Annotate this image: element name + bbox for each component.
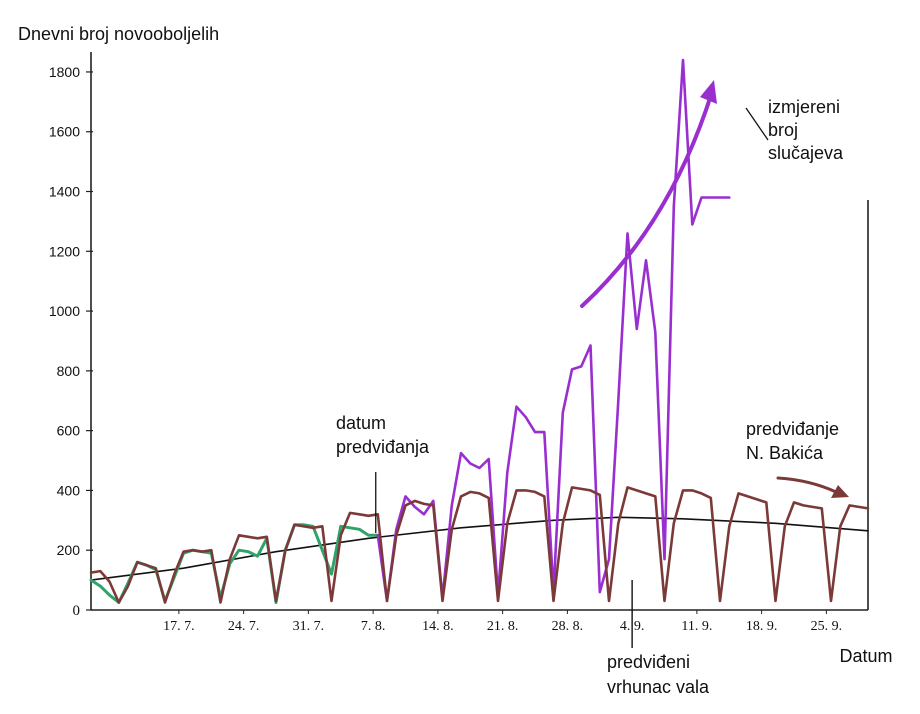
forecast-author-arrow-shaft: [776, 476, 838, 494]
series-trend-line: [90, 516, 869, 581]
y-tick-label-1800: 1800: [49, 64, 80, 80]
measured-cases-label-line-2: broj: [768, 120, 798, 140]
y-tick-label-800: 800: [57, 363, 81, 379]
x-tick-label-7: 28. 8.: [552, 619, 584, 634]
y-tick-label-1400: 1400: [49, 184, 80, 200]
x-tick-label-11: 25. 9.: [811, 619, 843, 634]
y-axis-title: Dnevni broj novooboljelih: [18, 24, 219, 44]
series-forecast-line: [89, 486, 870, 604]
x-tick-label-1: 17. 7.: [163, 619, 195, 634]
predicted-peak-label-line-2: vrhunac vala: [607, 677, 710, 697]
forecast-author-label-line-1: predviđanje: [746, 419, 839, 439]
y-tick-label-400: 400: [57, 482, 81, 498]
y-tick-label-200: 200: [57, 542, 81, 558]
x-tick-label-6: 21. 8.: [487, 619, 519, 634]
x-tick-label-4: 7. 8.: [361, 619, 386, 634]
x-tick-label-5: 14. 8.: [422, 619, 454, 634]
growth-arrow-shaft: [580, 90, 714, 308]
x-tick-label-10: 18. 9.: [746, 619, 778, 634]
measured-cases-label-line-1: izmjereni: [768, 97, 840, 117]
labels: Dnevni broj novooboljelih Datum: [18, 24, 893, 666]
y-tick-label-1000: 1000: [49, 303, 80, 319]
growth-arrow-head: [700, 80, 717, 104]
x-tick-label-2: 24. 7.: [228, 619, 260, 634]
y-tick-label-0: 0: [73, 603, 81, 619]
y-tick-label-1600: 1600: [49, 124, 80, 140]
y-tick-label-600: 600: [57, 423, 81, 439]
forecast-author-label-line-2: N. Bakića: [746, 443, 824, 463]
forecast-date-label-line-1: datum: [336, 413, 386, 433]
forecast-author-arrow-head: [831, 485, 849, 498]
axes: 0 200 400 600 800 1000 1200 1400 1600 1800 17. 7. 2…: [49, 52, 869, 634]
x-tick-label-9: 11. 9.: [681, 619, 712, 634]
x-tick-label-3: 31. 7.: [293, 619, 325, 634]
forecast-date-label-line-2: predviđanja: [336, 437, 430, 457]
x-axis-title: Datum: [839, 646, 892, 666]
series-layer: [89, 58, 870, 604]
annotations: datum predviđanja izmjereni broj slučajeva pr…: [336, 80, 849, 697]
y-tick-label-1200: 1200: [49, 243, 80, 259]
measured-cases-pointer: [745, 107, 769, 141]
series-measured-past-line: [89, 523, 380, 604]
predicted-peak-label-line-1: predviđeni: [607, 652, 690, 672]
measured-cases-label-line-3: slučajeva: [768, 143, 844, 163]
